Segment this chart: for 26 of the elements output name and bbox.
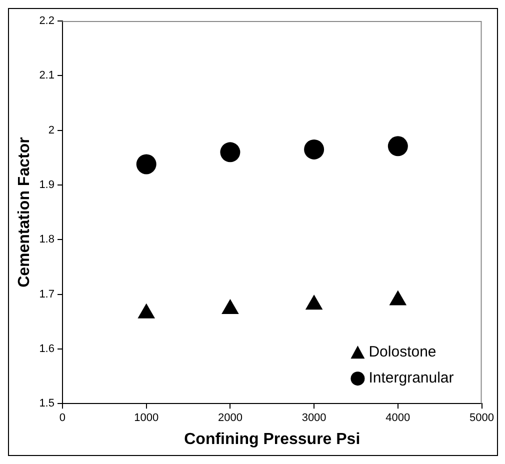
x-tick-label: 4000 <box>386 412 410 424</box>
x-axis-title: Confining Pressure Psi <box>184 430 360 448</box>
point <box>138 303 156 318</box>
legend-label: Dolostone <box>368 344 436 361</box>
x-tick-label: 2000 <box>218 412 242 424</box>
x-tick-label: 3000 <box>302 412 326 424</box>
x-tick-label: 1000 <box>134 412 159 424</box>
y-tick-label: 2.2 <box>39 15 54 28</box>
y-axis-title: Cementation Factor <box>16 137 34 288</box>
x-tick-label: 0 <box>59 412 66 424</box>
point <box>220 142 240 162</box>
y-tick-label: 1.8 <box>39 234 54 246</box>
point <box>304 139 324 160</box>
legend-label: Intergranular <box>368 370 454 387</box>
point <box>222 299 239 314</box>
y-tick-label: 1.7 <box>39 288 54 300</box>
point <box>389 290 407 306</box>
point <box>305 294 323 310</box>
x-tick-label: 5000 <box>470 412 494 424</box>
y-tick-label: 2.1 <box>39 70 54 82</box>
point <box>136 154 156 174</box>
y-tick-label: 1.9 <box>39 179 54 192</box>
y-tick-label: 2 <box>48 124 54 136</box>
y-tick-label: 1.6 <box>39 342 54 355</box>
y-tick-label: 1.5 <box>39 398 54 410</box>
point <box>388 136 408 156</box>
